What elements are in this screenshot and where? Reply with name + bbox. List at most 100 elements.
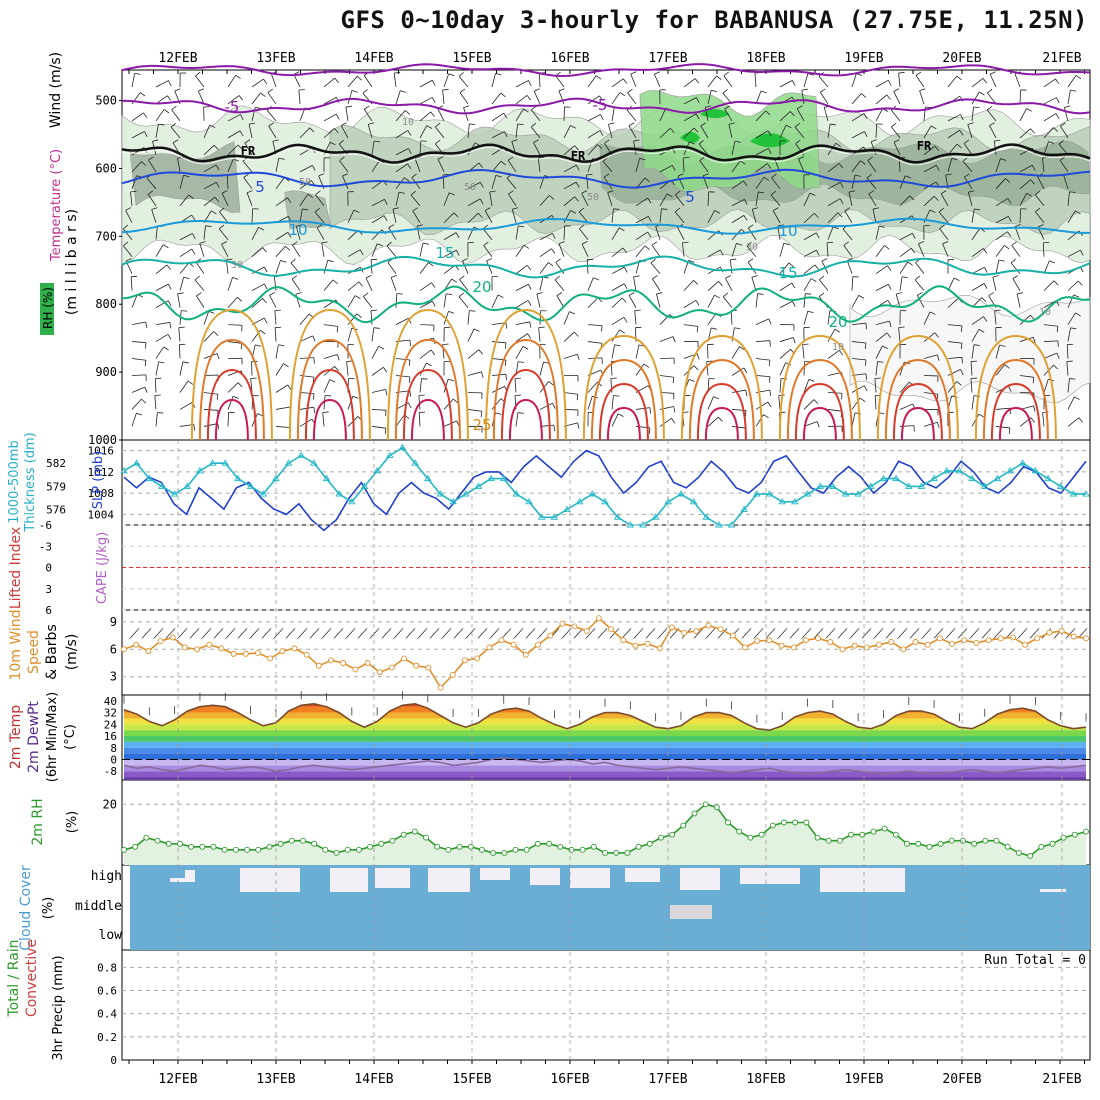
wind-barb xyxy=(611,316,625,325)
isotherm-minus5-top xyxy=(121,63,1091,78)
wind-barb xyxy=(314,207,320,213)
wind-barb xyxy=(581,190,588,194)
wind-barb xyxy=(1067,327,1071,342)
wind-barb xyxy=(995,426,1010,429)
isotherm-warm xyxy=(500,368,551,441)
wind-barb xyxy=(851,358,866,361)
rh2m-point xyxy=(423,834,429,841)
wind-barb xyxy=(393,73,397,88)
wind-barb xyxy=(539,310,542,325)
precip-tick: 0.2 xyxy=(97,1031,117,1044)
wind-barb xyxy=(707,396,714,410)
surface-wind-barb xyxy=(561,628,572,639)
wind-speed-point xyxy=(997,635,1004,642)
wind-barb xyxy=(889,321,892,328)
wind-barb xyxy=(978,329,985,333)
wind-barb xyxy=(683,127,695,139)
wind-barb xyxy=(515,321,530,325)
wind-barb xyxy=(418,395,421,410)
wind-barb xyxy=(1030,314,1035,320)
precip-tick: 0 xyxy=(110,1054,117,1067)
isotherm-15 xyxy=(121,255,1091,279)
wind-barb xyxy=(648,216,652,222)
wind-barb xyxy=(1070,327,1077,330)
wind-barb xyxy=(442,89,445,104)
surface-wind-barb xyxy=(1005,628,1016,639)
date-label-bottom: 20FEB xyxy=(942,1072,981,1087)
wind-barb xyxy=(388,227,397,240)
wind-barb xyxy=(840,182,844,188)
wind-barb xyxy=(838,163,844,169)
isotherm-label: 20 xyxy=(472,278,491,296)
wind-barb xyxy=(917,292,923,296)
wind-barb xyxy=(508,193,517,206)
wind-barb xyxy=(1067,396,1075,410)
wind-barb xyxy=(318,173,325,177)
wind-barb xyxy=(1019,193,1027,206)
rh2m-point xyxy=(210,843,217,850)
rh2m-point xyxy=(490,849,497,856)
wind-barb xyxy=(635,363,645,376)
wind-barb xyxy=(178,327,181,342)
wind-barb xyxy=(145,321,148,328)
wind-barb xyxy=(923,125,932,139)
wind-barb xyxy=(706,360,713,362)
wind-barb xyxy=(707,416,719,427)
rh2m-point xyxy=(915,840,922,847)
wind-barb xyxy=(755,148,769,156)
wind-barb xyxy=(611,92,621,105)
wind-barb xyxy=(875,361,878,376)
wind-barb xyxy=(1037,224,1044,228)
date-label-top: 19FEB xyxy=(844,51,883,66)
wind-barb xyxy=(851,385,865,393)
minmax-axis-label: (6hr Min/Max) xyxy=(45,692,60,782)
wind-barb xyxy=(263,78,268,85)
wind-barb xyxy=(819,275,825,280)
thickness-point xyxy=(145,474,154,482)
wind-barb xyxy=(768,360,771,367)
wind-barb xyxy=(1053,280,1059,286)
wind-barb xyxy=(1070,89,1077,92)
wind-barb xyxy=(363,296,373,308)
wind-barb xyxy=(299,357,314,359)
wind-barb xyxy=(779,378,782,393)
wind-barb xyxy=(746,241,752,247)
surface-wind-barb xyxy=(297,628,308,639)
wind-barb xyxy=(511,209,517,223)
rh-label: 10 xyxy=(1039,307,1051,318)
wind-barb xyxy=(962,160,973,173)
wind-barb xyxy=(283,363,289,368)
wind-barb xyxy=(882,345,888,350)
wind-barb xyxy=(392,208,397,223)
wind-barb xyxy=(586,173,593,176)
wind-barb xyxy=(148,159,157,173)
wind-barb xyxy=(971,227,981,240)
wind-barb xyxy=(1019,314,1031,325)
wind-barb xyxy=(527,333,532,339)
wind-barb xyxy=(999,344,1006,347)
wind-barb xyxy=(622,247,628,253)
wind-barb xyxy=(382,367,388,373)
wind-barb xyxy=(515,95,528,105)
isotherm-warm xyxy=(402,368,453,441)
wind-speed-point xyxy=(742,644,748,651)
wind-barb xyxy=(867,160,877,173)
wind-barb xyxy=(851,93,862,105)
wind-barb xyxy=(336,326,339,333)
slp-tick: 1016 xyxy=(88,445,115,458)
wind-barb xyxy=(363,109,373,122)
rh2m-point xyxy=(792,819,799,826)
wind-speed-point xyxy=(425,664,432,671)
wind-barb xyxy=(934,145,939,152)
wind-barb xyxy=(458,75,469,88)
wind-barb xyxy=(407,130,412,136)
wind-barb xyxy=(341,122,347,126)
pressure-tick: 600 xyxy=(95,161,117,175)
thickness-point xyxy=(461,490,470,497)
wind-barb xyxy=(1043,78,1056,88)
wind-barb xyxy=(581,193,589,206)
wind-barb xyxy=(898,73,901,88)
wind-barb xyxy=(766,163,772,169)
wind-barb xyxy=(711,327,718,330)
wind-barb xyxy=(489,191,493,206)
